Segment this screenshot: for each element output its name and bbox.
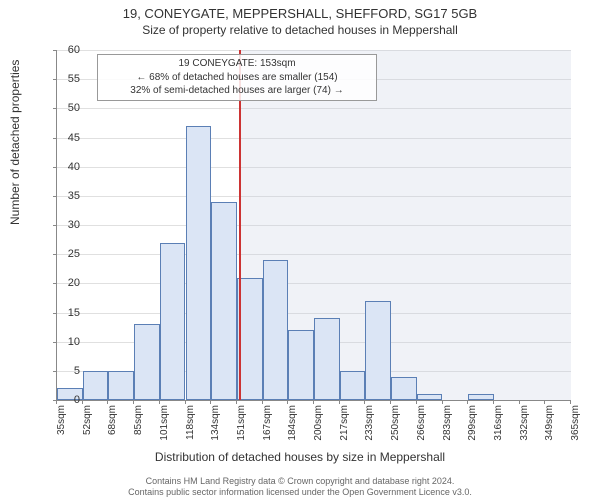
x-tick-label: 85sqm xyxy=(133,405,144,455)
y-tick-label: 5 xyxy=(55,365,80,377)
x-tick-mark xyxy=(339,400,340,404)
x-tick-mark xyxy=(107,400,108,404)
y-tick-label: 35 xyxy=(55,190,80,202)
x-tick-label: 283sqm xyxy=(442,405,453,455)
histogram-bar xyxy=(83,371,109,400)
annotation-box: 19 CONEYGATE: 153sqm← 68% of detached ho… xyxy=(97,54,377,101)
x-tick-label: 217sqm xyxy=(339,405,350,455)
y-tick-label: 55 xyxy=(55,73,80,85)
plot-area: 19 CONEYGATE: 153sqm← 68% of detached ho… xyxy=(56,50,571,401)
y-tick-label: 40 xyxy=(55,161,80,173)
y-tick-label: 50 xyxy=(55,102,80,114)
y-tick-label: 15 xyxy=(55,307,80,319)
x-tick-mark xyxy=(287,400,288,404)
x-tick-label: 134sqm xyxy=(210,405,221,455)
histogram-bar xyxy=(417,394,443,400)
x-tick-mark xyxy=(364,400,365,404)
x-tick-label: 299sqm xyxy=(467,405,478,455)
histogram-bar xyxy=(468,394,494,400)
y-tick-label: 45 xyxy=(55,132,80,144)
x-tick-mark xyxy=(493,400,494,404)
x-tick-mark xyxy=(519,400,520,404)
x-tick-mark xyxy=(467,400,468,404)
x-tick-label: 68sqm xyxy=(107,405,118,455)
x-tick-mark xyxy=(82,400,83,404)
chart-subtitle: Size of property relative to detached ho… xyxy=(0,21,600,37)
histogram-bar xyxy=(134,324,160,400)
annotation-line: 32% of semi-detached houses are larger (… xyxy=(102,84,372,98)
reference-line xyxy=(239,50,241,400)
x-tick-label: 266sqm xyxy=(416,405,427,455)
histogram-bar xyxy=(160,243,186,401)
x-tick-label: 349sqm xyxy=(544,405,555,455)
x-tick-label: 365sqm xyxy=(570,405,581,455)
x-tick-label: 101sqm xyxy=(159,405,170,455)
x-tick-label: 52sqm xyxy=(82,405,93,455)
x-tick-label: 233sqm xyxy=(364,405,375,455)
y-axis-label: Number of detached properties xyxy=(8,60,22,225)
footer-line-1: Contains HM Land Registry data © Crown c… xyxy=(0,476,600,487)
x-tick-mark xyxy=(570,400,571,404)
histogram-bar xyxy=(391,377,417,400)
x-tick-mark xyxy=(262,400,263,404)
y-tick-label: 30 xyxy=(55,219,80,231)
x-tick-mark xyxy=(544,400,545,404)
x-tick-label: 35sqm xyxy=(56,405,67,455)
x-tick-label: 332sqm xyxy=(519,405,530,455)
annotation-line: 19 CONEYGATE: 153sqm xyxy=(102,57,372,71)
x-tick-mark xyxy=(210,400,211,404)
histogram-bar xyxy=(288,330,314,400)
x-tick-mark xyxy=(390,400,391,404)
x-tick-mark xyxy=(313,400,314,404)
x-tick-label: 316sqm xyxy=(493,405,504,455)
x-tick-label: 167sqm xyxy=(262,405,273,455)
x-tick-mark xyxy=(236,400,237,404)
x-tick-label: 151sqm xyxy=(236,405,247,455)
page-title: 19, CONEYGATE, MEPPERSHALL, SHEFFORD, SG… xyxy=(0,0,600,21)
chart-container: 19, CONEYGATE, MEPPERSHALL, SHEFFORD, SG… xyxy=(0,0,600,500)
x-tick-mark xyxy=(185,400,186,404)
footer-line-2: Contains public sector information licen… xyxy=(0,487,600,498)
x-tick-mark xyxy=(159,400,160,404)
histogram-bar xyxy=(365,301,391,400)
histogram-bar xyxy=(108,371,134,400)
histogram-bar xyxy=(314,318,340,400)
x-tick-mark xyxy=(416,400,417,404)
histogram-bar xyxy=(186,126,212,400)
footer-attribution: Contains HM Land Registry data © Crown c… xyxy=(0,476,600,498)
y-tick-label: 60 xyxy=(55,44,80,56)
x-tick-label: 184sqm xyxy=(287,405,298,455)
x-tick-mark xyxy=(56,400,57,404)
y-tick-label: 25 xyxy=(55,248,80,260)
x-tick-mark xyxy=(442,400,443,404)
histogram-bar xyxy=(263,260,289,400)
histogram-bar xyxy=(211,202,237,400)
y-tick-label: 10 xyxy=(55,336,80,348)
x-tick-label: 250sqm xyxy=(390,405,401,455)
y-tick-label: 20 xyxy=(55,277,80,289)
x-tick-label: 200sqm xyxy=(313,405,324,455)
x-tick-mark xyxy=(133,400,134,404)
annotation-line: ← 68% of detached houses are smaller (15… xyxy=(102,71,372,85)
x-tick-label: 118sqm xyxy=(185,405,196,455)
histogram-bar xyxy=(340,371,366,400)
